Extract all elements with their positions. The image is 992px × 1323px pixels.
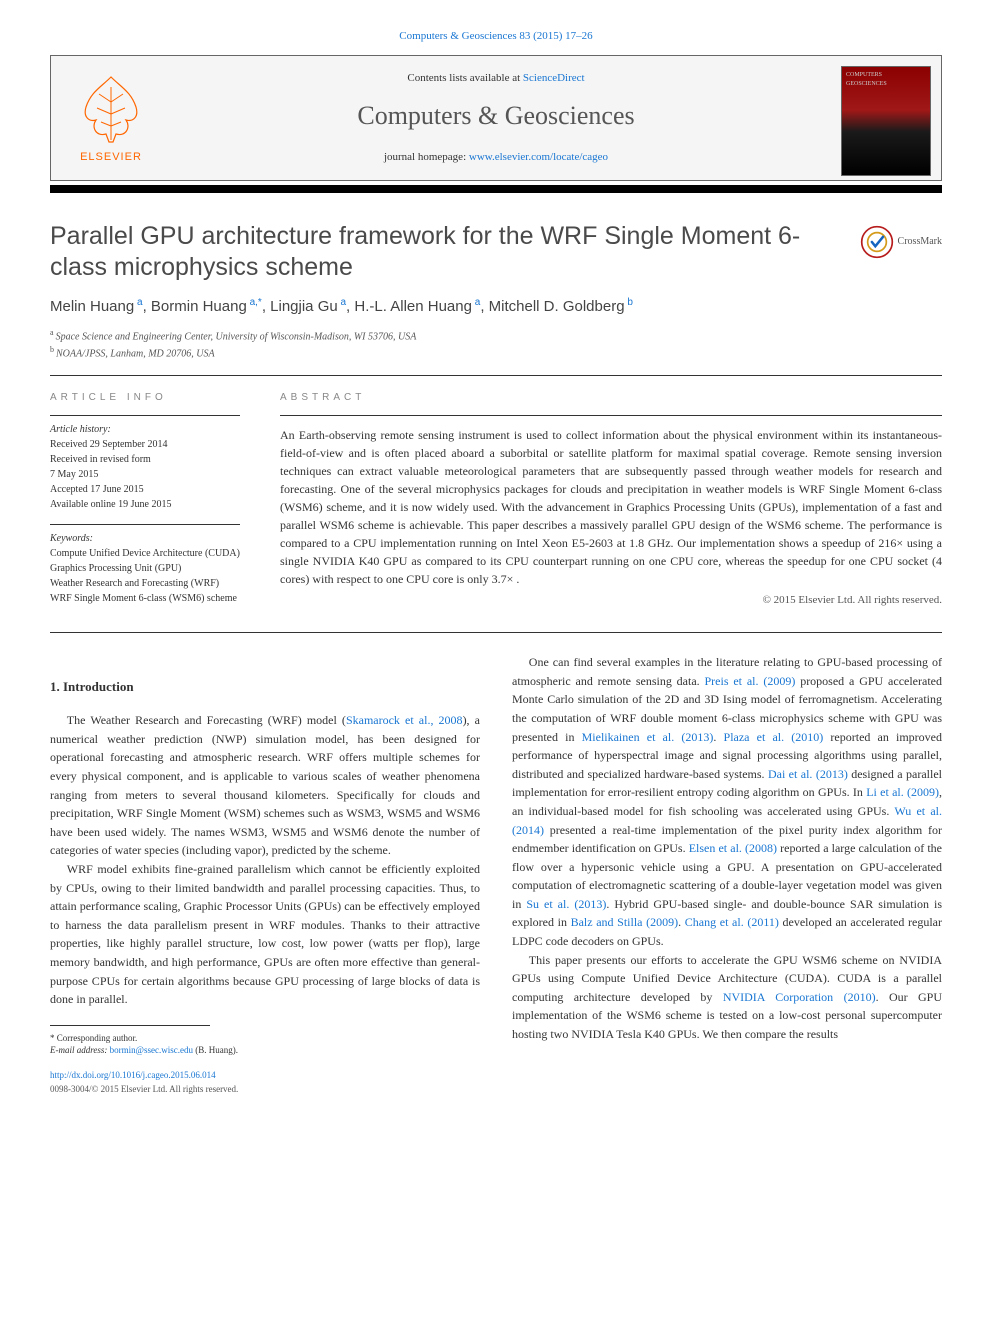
keyword: Compute Unified Device Architecture (CUD… (50, 546, 240, 561)
doi-link[interactable]: http://dx.doi.org/10.1016/j.cageo.2015.0… (50, 1070, 216, 1080)
body-left-column: 1. Introduction The Weather Research and… (50, 653, 480, 1097)
history-line: Received 29 September 2014 (50, 437, 240, 452)
history-line: Received in revised form (50, 452, 240, 467)
abstract-text: An Earth-observing remote sensing instru… (280, 426, 942, 588)
crossmark-badge[interactable]: CrossMark (860, 225, 942, 259)
body-paragraph: This paper presents our efforts to accel… (512, 951, 942, 1044)
body-paragraph: One can find several examples in the lit… (512, 653, 942, 951)
doi-block: http://dx.doi.org/10.1016/j.cageo.2015.0… (50, 1069, 480, 1097)
author: H.-L. Allen Huang a (354, 298, 480, 315)
homepage-line: journal homepage: www.elsevier.com/locat… (181, 149, 811, 166)
publisher-name: ELSEVIER (80, 149, 142, 166)
keywords-label: Keywords: (50, 531, 240, 546)
footnote-divider (50, 1025, 210, 1026)
divider (50, 375, 942, 376)
publisher-logo: ELSEVIER (61, 66, 161, 166)
keyword: Weather Research and Forecasting (WRF) (50, 576, 240, 591)
info-divider (50, 524, 240, 525)
author: Bormin Huang a,* (151, 298, 262, 315)
article-title: Parallel GPU architecture framework for … (50, 221, 840, 284)
author: Melin Huang a (50, 298, 143, 315)
abstract-copyright: © 2015 Elsevier Ltd. All rights reserved… (280, 592, 942, 609)
history-line: Available online 19 June 2015 (50, 497, 240, 512)
history-label: Article history: (50, 422, 240, 437)
article-info-sidebar: ARTICLE INFO Article history: Received 2… (50, 390, 240, 618)
abstract-divider (280, 415, 942, 416)
affiliation: bNOAA/JPSS, Lanham, MD 20706, USA (50, 344, 942, 361)
top-citation-link[interactable]: Computers & Geosciences 83 (2015) 17–26 (399, 30, 592, 42)
affiliations: aSpace Science and Engineering Center, U… (50, 327, 942, 362)
body-right-column: One can find several examples in the lit… (512, 653, 942, 1097)
body-paragraph: The Weather Research and Forecasting (WR… (50, 711, 480, 860)
crossmark-icon (860, 225, 894, 259)
issn-line: 0098-3004/© 2015 Elsevier Ltd. All right… (50, 1083, 480, 1097)
contents-line: Contents lists available at ScienceDirec… (181, 70, 811, 87)
journal-cover-thumb: COMPUTERSGEOSCIENCES (841, 66, 931, 176)
sciencedirect-link[interactable]: ScienceDirect (523, 72, 585, 84)
abstract-section: ABSTRACT An Earth-observing remote sensi… (280, 390, 942, 618)
author-list: Melin Huang a, Bormin Huang a,*, Lingjia… (50, 295, 942, 319)
history-line: 7 May 2015 (50, 467, 240, 482)
affiliation: aSpace Science and Engineering Center, U… (50, 327, 942, 344)
homepage-link[interactable]: www.elsevier.com/locate/cageo (469, 151, 608, 163)
header-divider-bar (50, 185, 942, 193)
keyword: WRF Single Moment 6-class (WSM6) scheme (50, 591, 240, 606)
crossmark-label: CrossMark (898, 234, 942, 249)
section-1-heading: 1. Introduction (50, 677, 480, 697)
divider (50, 632, 942, 633)
author: Mitchell D. Goldberg b (489, 298, 633, 315)
body-paragraph: WRF model exhibits fine-grained parallel… (50, 860, 480, 1009)
corresponding-author-footnote: * Corresponding author. E-mail address: … (50, 1032, 480, 1057)
history-line: Accepted 17 June 2015 (50, 482, 240, 497)
journal-header: ELSEVIER COMPUTERSGEOSCIENCES Contents l… (50, 55, 942, 181)
info-divider (50, 415, 240, 416)
keyword: Graphics Processing Unit (GPU) (50, 561, 240, 576)
elsevier-tree-icon (71, 72, 151, 147)
email-link[interactable]: bormin@ssec.wisc.edu (110, 1045, 193, 1055)
author: Lingjia Gu a (270, 298, 346, 315)
top-citation: Computers & Geosciences 83 (2015) 17–26 (50, 28, 942, 45)
article-info-heading: ARTICLE INFO (50, 390, 240, 405)
journal-name: Computers & Geosciences (181, 96, 811, 135)
abstract-heading: ABSTRACT (280, 390, 942, 405)
